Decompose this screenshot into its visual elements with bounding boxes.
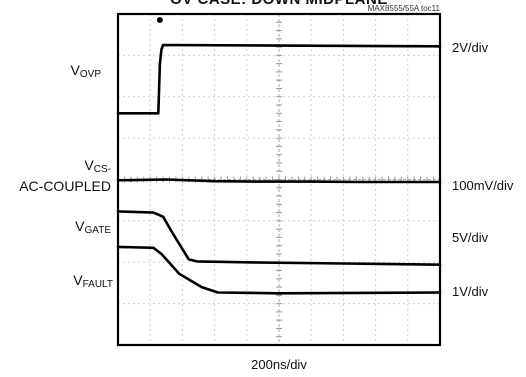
label-vovp: VOVP [70, 62, 101, 80]
chart-title: OV CASE: DOWN MIDPLANE [118, 0, 440, 8]
label-vcs: VCS- AC-COUPLED [19, 157, 111, 194]
scale-vcs: 100mV/div [452, 178, 514, 193]
label-vfault: VFAULT [73, 272, 113, 290]
trace-1 [116, 178, 442, 184]
trigger-marker [156, 17, 163, 23]
trace-3 [116, 245, 442, 295]
figure-reference: MAX8555/55A toc11 [367, 4, 440, 13]
scale-vovp: 2V/div [452, 40, 489, 55]
scale-vfault: 1V/div [452, 284, 489, 299]
trace-2 [116, 210, 442, 267]
scale-vgate: 5V/div [452, 230, 489, 245]
x-axis-label: 200ns/div [251, 357, 307, 372]
label-vgate: VGATE [75, 218, 111, 236]
trace-0 [116, 43, 442, 115]
